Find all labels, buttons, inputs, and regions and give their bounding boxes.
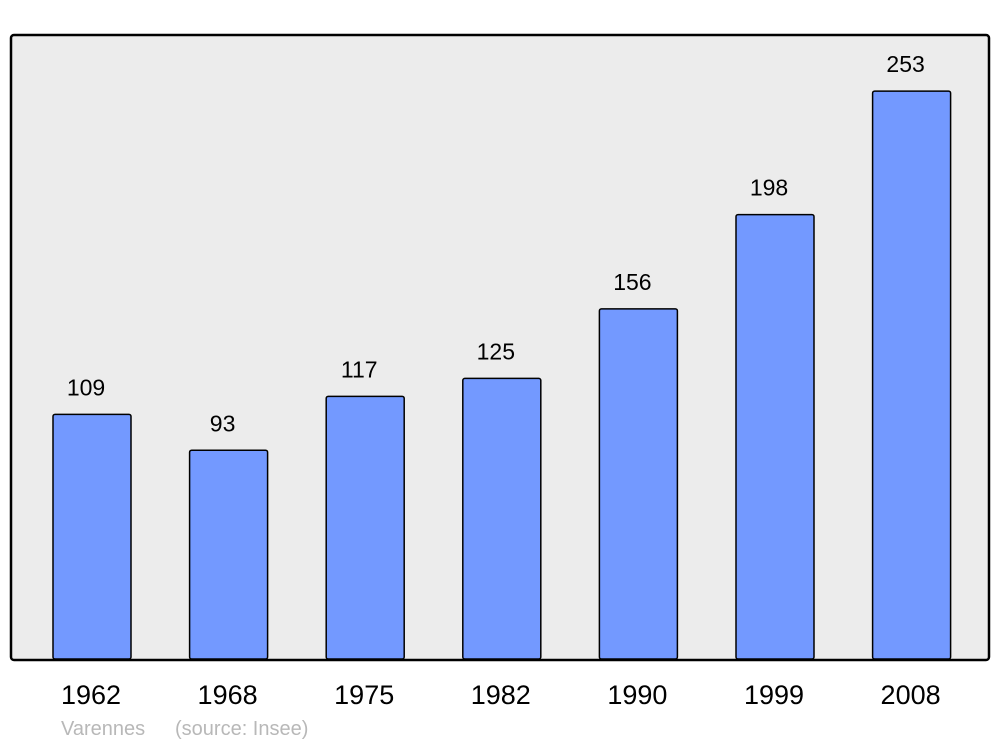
x-tick-label-2008: 2008 bbox=[881, 680, 941, 710]
data-label-1990: 156 bbox=[613, 269, 651, 295]
bar-1975 bbox=[325, 395, 405, 660]
x-tick-label-1982: 1982 bbox=[471, 680, 531, 710]
bar-1999 bbox=[735, 213, 815, 660]
x-tick-label-1975: 1975 bbox=[334, 680, 394, 710]
bar-1968 bbox=[188, 449, 269, 660]
bar-1990 bbox=[598, 308, 679, 660]
x-tick-label-1962: 1962 bbox=[61, 680, 121, 710]
caption-source: (source: Insee) bbox=[175, 718, 309, 740]
data-label-1975: 117 bbox=[341, 356, 378, 382]
x-tick-label-1999: 1999 bbox=[744, 680, 804, 710]
data-label-1962: 109 bbox=[67, 374, 105, 400]
data-label-1999: 198 bbox=[750, 175, 788, 201]
bar-2008 bbox=[871, 90, 952, 660]
bar-1962 bbox=[52, 413, 132, 660]
x-tick-label-1990: 1990 bbox=[607, 680, 667, 710]
caption-place: Varennes bbox=[61, 718, 146, 740]
data-label-1968: 93 bbox=[210, 410, 236, 436]
x-tick-label-1968: 1968 bbox=[198, 680, 258, 710]
data-label-2008: 253 bbox=[886, 51, 924, 77]
bar-1982 bbox=[462, 377, 542, 660]
data-label-1982: 125 bbox=[477, 338, 515, 364]
